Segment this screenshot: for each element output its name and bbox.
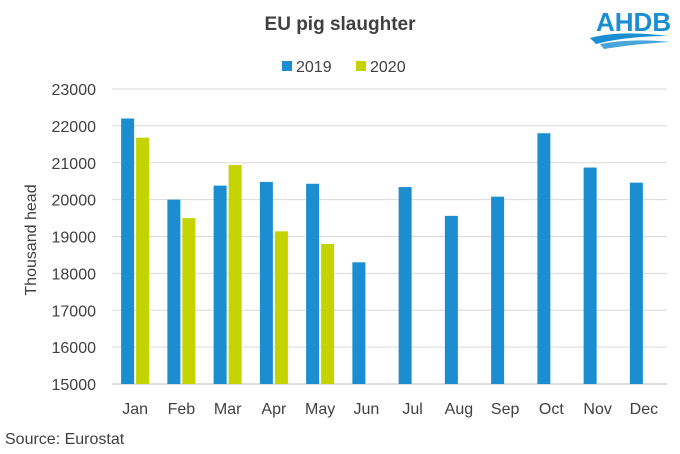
chart-title: EU pig slaughter [265,14,417,35]
gridlines [112,88,667,385]
bar-2019-Apr [259,181,273,384]
x-tick-label: Nov [583,401,611,418]
logo-text: AHDB [596,7,671,37]
x-tick-label: Dec [630,401,658,418]
y-tick-label: 15000 [52,377,97,394]
x-tick-label: Mar [214,401,242,418]
bar-2020-May [321,243,335,384]
x-tick-label: Feb [168,401,196,418]
bar-2019-May [306,183,320,384]
bar-2019-Jan [121,118,135,384]
bar-2020-Jan [136,137,150,384]
bar-2019-Oct [537,133,551,384]
bar-2019-Aug [444,215,458,384]
bars [121,118,643,384]
bar-2019-Dec [629,182,643,384]
bar-2019-Feb [167,199,181,384]
y-tick-label: 19000 [52,230,97,247]
bar-2019-Sep [491,196,505,384]
y-tick-label: 21000 [52,156,97,173]
x-tick-label: Jun [353,401,379,418]
y-axis-ticks: 15000 16000 17000 18000 19000 20000 21000 22000… [52,82,97,394]
bar-2019-Nov [583,167,597,384]
source-note: Source: Eurostat [5,431,125,448]
y-tick-label: 18000 [52,266,97,283]
bar-2020-Apr [274,231,288,384]
ahdb-logo: AHDB [590,7,671,49]
bar-2020-Mar [228,164,242,384]
legend-label-2019: 2019 [296,59,332,76]
bar-2019-Jun [352,262,366,384]
x-tick-label: Oct [539,401,564,418]
x-tick-label: Sep [491,401,520,418]
bar-2020-Feb [182,218,196,384]
x-tick-label: May [305,401,335,418]
y-tick-label: 20000 [52,193,97,210]
y-tick-label: 16000 [52,340,97,357]
bar-2019-Jul [398,187,412,384]
legend-label-2020: 2020 [370,59,406,76]
y-tick-label: 17000 [52,303,97,320]
y-tick-label: 23000 [52,82,97,99]
legend-swatch-2020 [356,61,366,71]
y-tick-label: 22000 [52,119,97,136]
x-tick-label: Jan [122,401,148,418]
x-tick-label: Jul [402,401,422,418]
logo-swoosh-upper [590,33,668,44]
x-axis-ticks: Jan Feb Mar Apr May Jun Jul Aug Sep Oct Nov Dec [122,401,658,418]
legend: 2019 2020 [282,59,406,76]
x-tick-label: Apr [261,401,287,418]
y-axis-label: Thousand head [23,184,40,295]
logo-swoosh-lower [600,40,670,49]
x-tick-label: Aug [445,401,473,418]
bar-2019-Mar [213,185,227,384]
legend-swatch-2019 [282,61,292,71]
